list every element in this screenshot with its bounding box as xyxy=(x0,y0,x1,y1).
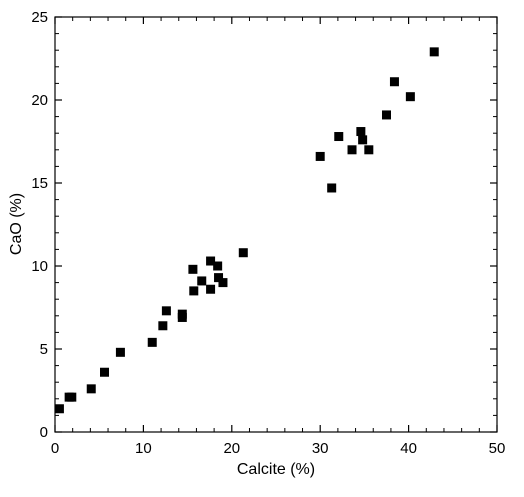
data-point xyxy=(206,284,216,294)
x-axis-tick-labels: 0 10 20 30 40 50 xyxy=(51,440,506,457)
data-point xyxy=(347,145,357,155)
x-tick-label: 30 xyxy=(312,440,329,457)
data-point xyxy=(161,306,171,316)
data-point xyxy=(177,309,187,319)
data-point xyxy=(147,337,157,347)
data-point xyxy=(218,278,228,288)
x-tick-label: 0 xyxy=(51,440,59,457)
y-tick-label: 25 xyxy=(31,9,48,26)
y-axis-title: CaO (%) xyxy=(8,193,25,255)
y-axis-tick-labels: 0 5 10 15 20 25 xyxy=(31,9,48,441)
data-point xyxy=(389,77,399,87)
data-point xyxy=(213,261,223,271)
plot-frame xyxy=(54,16,498,433)
y-tick-label: 5 xyxy=(40,341,48,358)
x-tick-label: 40 xyxy=(400,440,417,457)
data-point xyxy=(405,92,415,102)
data-point xyxy=(358,135,368,145)
data-point xyxy=(334,132,344,142)
data-point xyxy=(315,151,325,161)
data-point xyxy=(356,127,366,137)
data-point xyxy=(67,392,77,402)
data-point xyxy=(86,384,96,394)
data-point xyxy=(197,276,207,286)
data-point xyxy=(158,321,168,331)
data-point xyxy=(238,248,248,258)
x-tick-label: 20 xyxy=(223,440,240,457)
x-tick-label: 50 xyxy=(489,440,506,457)
data-points xyxy=(54,47,439,414)
y-tick-label: 10 xyxy=(31,258,48,275)
y-tick-label: 20 xyxy=(31,92,48,109)
data-point xyxy=(115,347,125,357)
data-point xyxy=(327,183,337,193)
y-tick-label: 0 xyxy=(40,424,48,441)
data-point xyxy=(189,286,199,296)
data-point xyxy=(100,367,110,377)
x-tick-label: 10 xyxy=(135,440,152,457)
data-point xyxy=(214,273,224,283)
x-axis-title: Calcite (%) xyxy=(237,461,315,478)
data-point xyxy=(54,404,64,414)
data-point xyxy=(429,47,439,57)
data-point xyxy=(206,256,216,266)
y-tick-label: 15 xyxy=(31,175,48,192)
axis-ticks xyxy=(54,16,498,433)
data-point xyxy=(364,145,374,155)
data-point xyxy=(382,110,391,120)
data-point xyxy=(188,264,198,274)
